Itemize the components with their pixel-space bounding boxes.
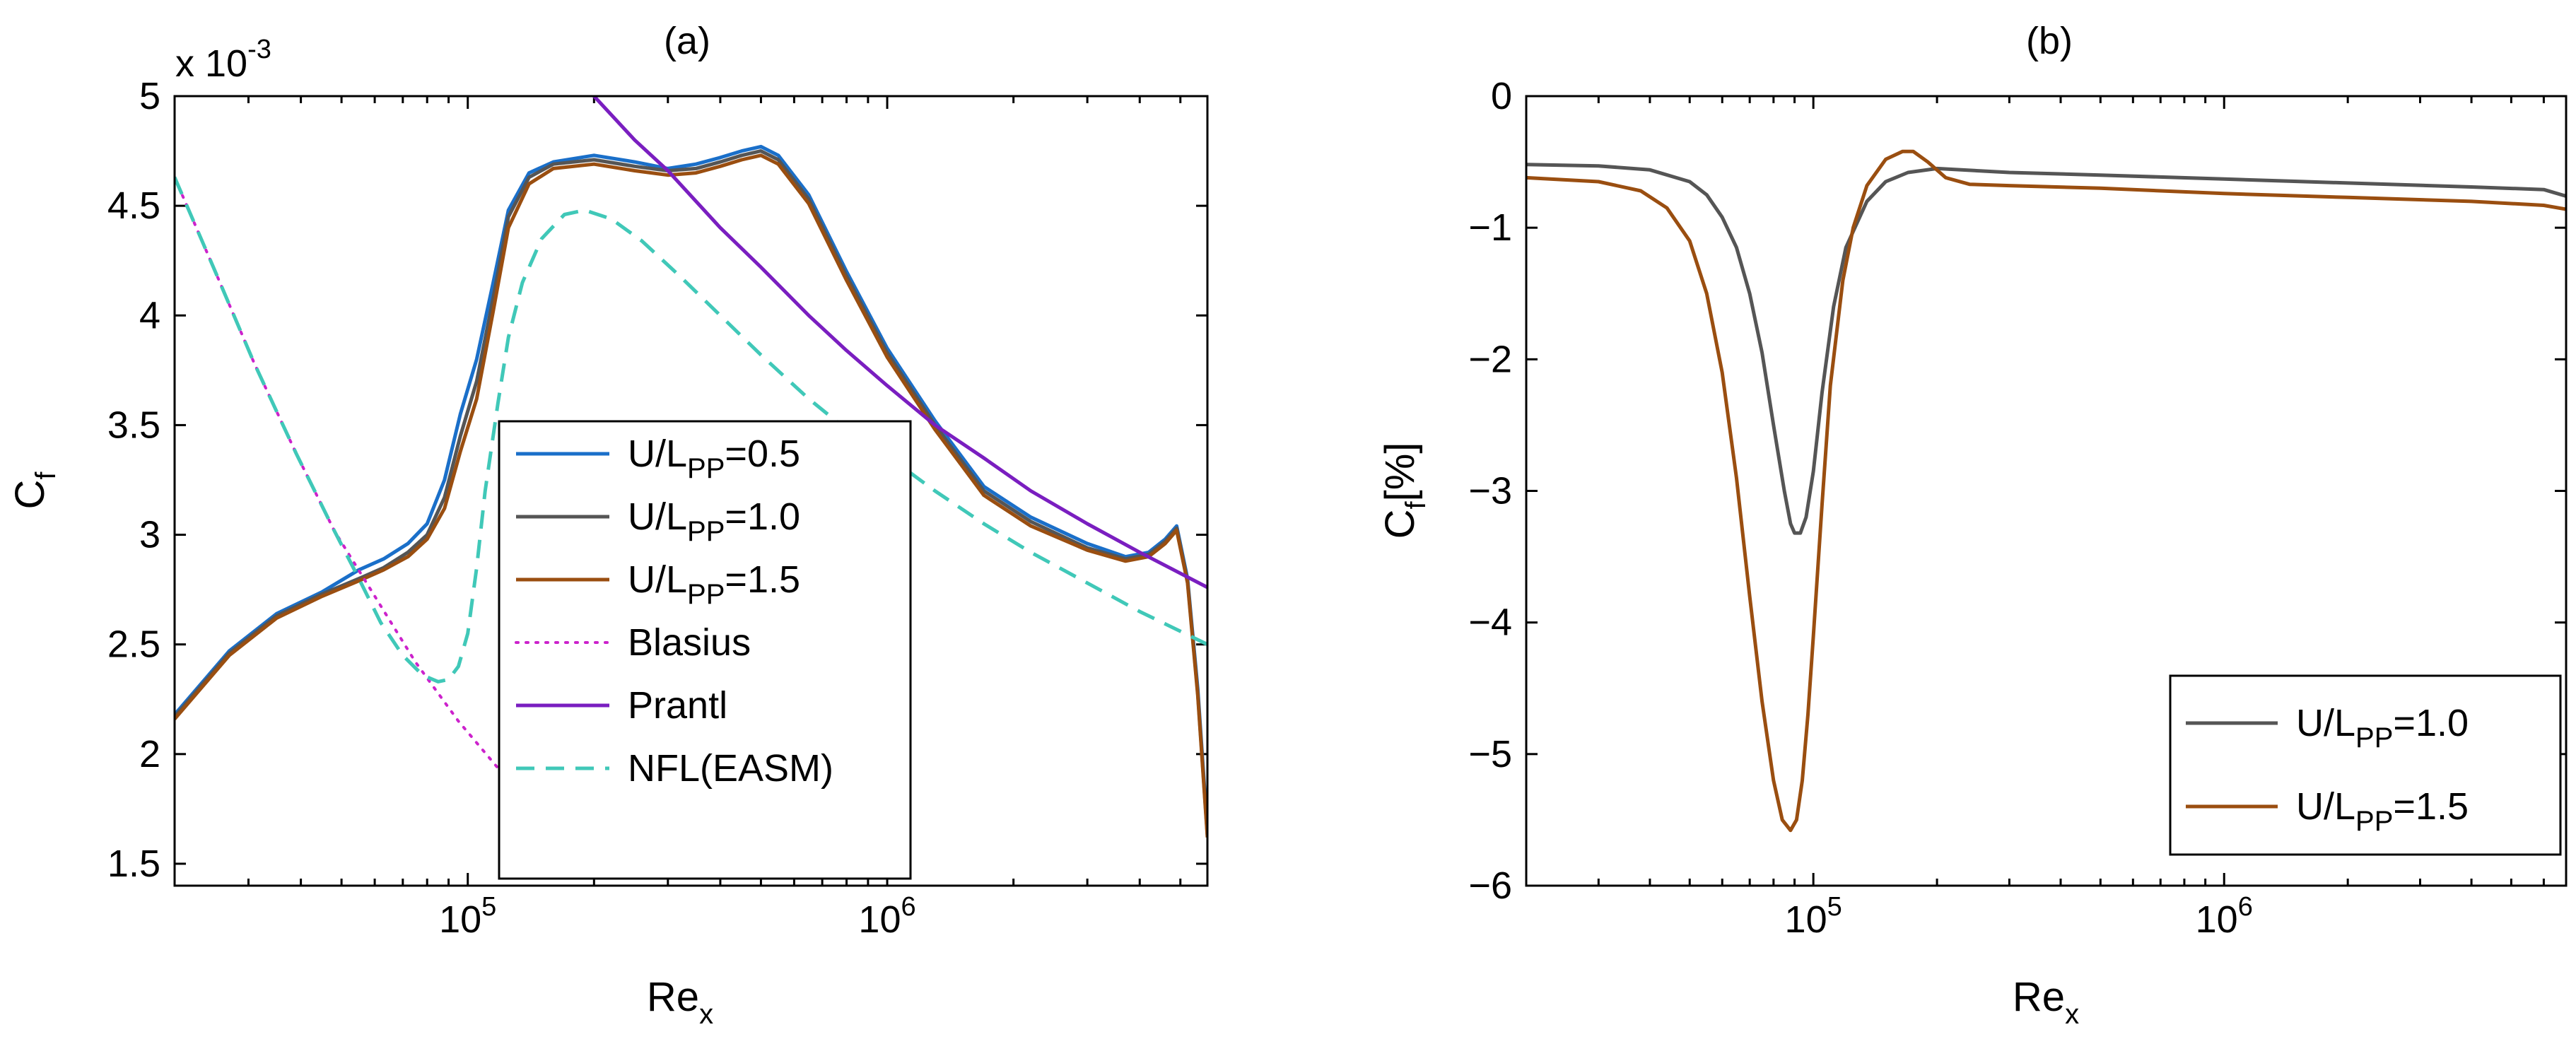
x-tick-label: 105 — [1785, 892, 1842, 941]
panel-a-y-ticks: 1.5 2 2.5 3 3.5 4 4.5 5 — [107, 75, 1207, 885]
legend-label-suffix: =1.5 — [725, 558, 800, 601]
x-tick-label-exp: 6 — [901, 892, 916, 922]
panel-a-x-axis-label: Rex — [647, 974, 713, 1030]
legend-label-sub: PP — [2355, 722, 2393, 753]
series-line-prantl — [592, 96, 1207, 590]
panel-a-x-axis-label-sub: x — [699, 999, 713, 1030]
legend-label-blasius: Blasius — [628, 621, 751, 664]
legend-label-prefix: U/L — [2296, 702, 2355, 744]
y-tick-label: −1 — [1468, 206, 1512, 249]
panel-a-x-axis-label-main: Re — [647, 974, 699, 1020]
y-tick-label: 1.5 — [107, 843, 160, 885]
panel-b-x-axis-label-main: Re — [2013, 974, 2065, 1020]
series-line-u05 — [175, 144, 1207, 831]
panel-b-plot-lines — [1526, 149, 2566, 833]
legend-label-prefix: NFL(EASM) — [628, 747, 833, 790]
panel-b-x-axis-label: Rex — [2013, 974, 2079, 1030]
y-tick-label: 3 — [139, 514, 160, 556]
legend-label-u10: U/LPP=1.0 — [2296, 702, 2469, 753]
panel-b-axes-frame — [1525, 95, 2568, 887]
legend-label-u15: U/LPP=1.5 — [2296, 785, 2469, 837]
svg-text:x 10-3: x 10-3 — [175, 35, 271, 85]
panel-a-axes-frame — [173, 95, 1209, 887]
panel-b: (b) 0−1−2−3−4−5−6 105 106 Cf[%] Rex U/LPP… — [1377, 20, 2568, 1030]
panel-a-exponent-label: x 10-3 — [175, 35, 271, 85]
x-tick-label-base: 10 — [858, 898, 901, 941]
y-tick-label: −4 — [1468, 602, 1512, 644]
panel-a-exponent-base: x 10 — [175, 42, 247, 85]
panel-b-x-ticks: 105 106 — [1525, 96, 2545, 941]
legend-label-prefix: U/L — [628, 433, 687, 475]
y-tick-label: 4.5 — [107, 184, 160, 227]
panel-b-y-ticks: 0 −1 −2 −3 −4 −5 −6 — [1468, 75, 2566, 907]
panel-a-y-axis-label-main: C — [7, 480, 53, 510]
legend-label-u15: U/LPP=1.5 — [628, 558, 800, 610]
legend-label-nfl: NFL(EASM) — [628, 747, 833, 790]
series-line-u15 — [1526, 149, 2566, 833]
y-tick-label: −2 — [1468, 338, 1512, 380]
y-tick-label: 2 — [139, 733, 160, 775]
series-line-nfl — [175, 176, 1207, 684]
series-line-u10 — [175, 149, 1207, 835]
y-tick-label: 0 — [1491, 75, 1512, 117]
y-tick-label: −6 — [1468, 864, 1512, 907]
series-line-u15 — [175, 153, 1207, 838]
y-tick-label: −3 — [1468, 470, 1512, 512]
panel-b-y-axis-label-main: C — [1377, 510, 1423, 539]
panel-a-legend-box — [498, 420, 912, 880]
legend-label-u05: U/LPP=0.5 — [628, 433, 800, 484]
legend-label-suffix: =1.5 — [2393, 785, 2469, 828]
panel-b-y-axis-label-suffix: [%] — [1377, 442, 1423, 502]
legend-label-sub: PP — [687, 579, 725, 610]
y-tick-label: −5 — [1468, 733, 1512, 775]
x-tick-label-exp: 5 — [481, 892, 496, 922]
panel-b-legend: U/LPP=1.0U/LPP=1.5 — [2169, 674, 2562, 856]
x-tick-label-base: 10 — [1785, 898, 1827, 941]
panel-a-legend: U/LPP=0.5U/LPP=1.0U/LPP=1.5BlasiusPrantl… — [498, 420, 912, 880]
panel-a-y-axis-label-sub: f — [30, 471, 62, 480]
x-tick-label-exp: 6 — [2238, 892, 2253, 922]
series-line-u10 — [1526, 163, 2566, 535]
y-tick-label: 3.5 — [107, 404, 160, 446]
panel-b-y-axis-label-sub: f — [1400, 501, 1432, 510]
y-tick-label: 4 — [139, 294, 160, 336]
y-tick-label: 2.5 — [107, 623, 160, 666]
x-tick-label-exp: 5 — [1827, 892, 1842, 922]
x-tick-label: 106 — [858, 892, 915, 941]
panel-a-title: (a) — [664, 20, 710, 62]
y-tick-label: 5 — [139, 75, 160, 117]
panel-b-legend-box — [2169, 674, 2562, 856]
x-tick-label-base: 10 — [2196, 898, 2238, 941]
legend-label-prefix: Prantl — [628, 684, 727, 727]
panel-b-title: (b) — [2026, 20, 2073, 62]
legend-label-prefix: U/L — [628, 558, 687, 601]
legend-label-sub: PP — [687, 453, 725, 484]
legend-label-suffix: =1.0 — [2393, 702, 2469, 744]
legend-label-prantl: Prantl — [628, 684, 727, 727]
panel-a-y-axis-label: Cf — [7, 471, 62, 510]
panel-b-x-axis-label-sub: x — [2065, 999, 2079, 1030]
panel-a-exponent-power: -3 — [247, 35, 271, 64]
legend-label-prefix: Blasius — [628, 621, 751, 664]
legend-label-u10: U/LPP=1.0 — [628, 495, 800, 547]
legend-label-prefix: U/L — [628, 495, 687, 538]
panel-a: (a) x 10-3 1.522.533.544.55 105 106 Cf Re… — [7, 20, 1209, 1030]
legend-label-suffix: =1.0 — [725, 495, 800, 538]
x-tick-label: 105 — [439, 892, 496, 941]
legend-label-sub: PP — [687, 516, 725, 547]
legend-label-sub: PP — [2355, 806, 2393, 837]
x-tick-label: 106 — [2196, 892, 2253, 941]
legend-label-prefix: U/L — [2296, 785, 2355, 828]
panel-b-y-axis-label: Cf[%] — [1377, 442, 1432, 539]
x-tick-label-base: 10 — [439, 898, 481, 941]
legend-label-suffix: =0.5 — [725, 433, 800, 475]
